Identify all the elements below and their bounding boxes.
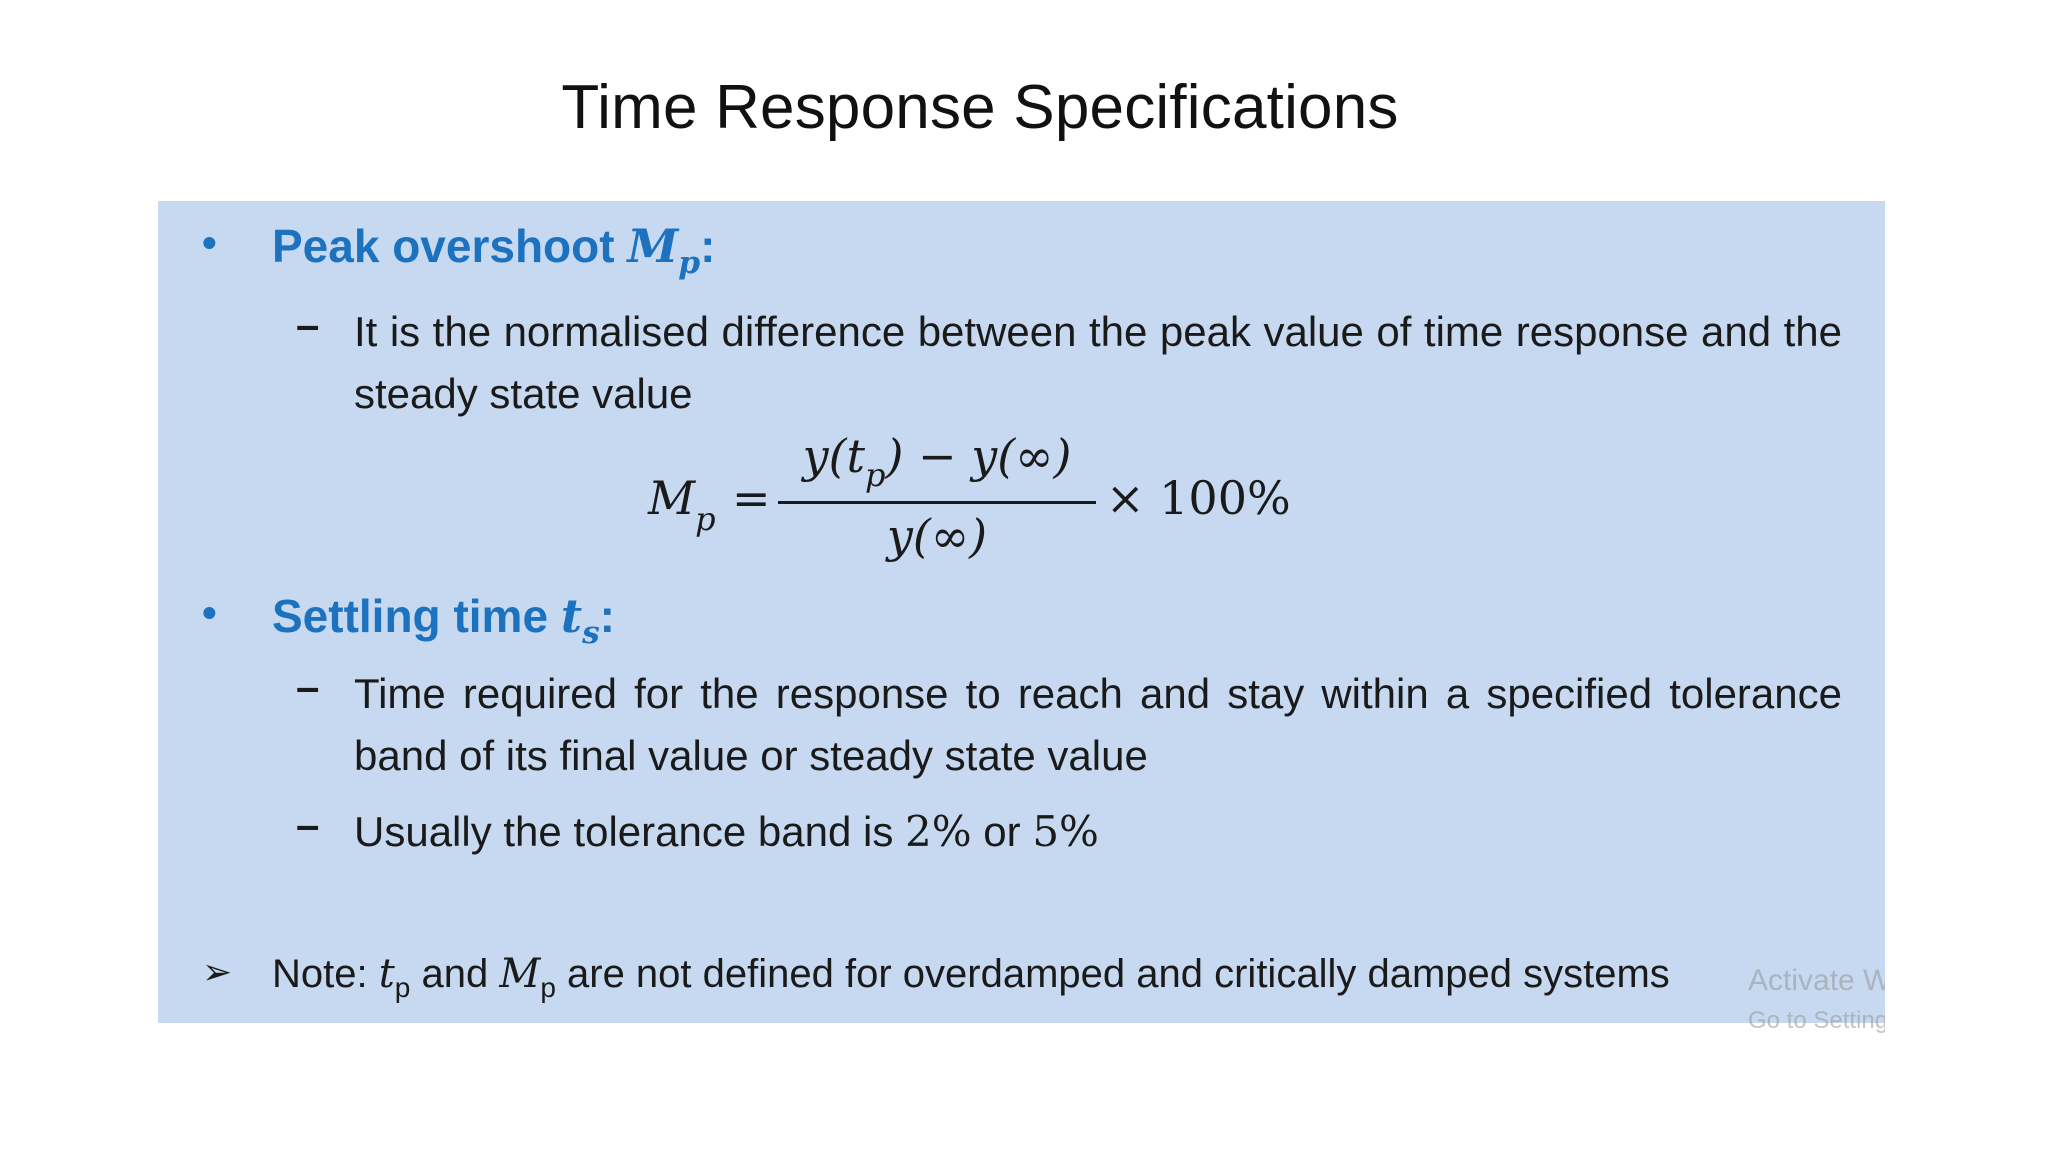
content-box: • Peak overshoot Mp: – It is the normali…	[158, 201, 1885, 1034]
heading-colon: :	[599, 590, 615, 642]
activation-watermark: Activate Windows Go to Settings to activ…	[1748, 961, 1885, 1041]
arrow-bullet-icon: ➢	[202, 951, 233, 992]
note-var-m: M	[499, 951, 541, 997]
tolerance-text-before: Usually the tolerance band is	[354, 808, 905, 855]
heading-colon: :	[700, 220, 716, 272]
settling-time-symbol: ts	[560, 589, 600, 651]
peak-overshoot-equation: Mp = y(tp) − y(∞) y(∞) × 100%	[648, 429, 1508, 571]
note-text-end: are not defined for overdamped and criti…	[555, 952, 1670, 996]
peak-overshoot-definition-text: It is the normalised difference between …	[354, 308, 1842, 417]
note-and: and	[410, 952, 500, 996]
equation-lhs-var: M	[648, 471, 696, 525]
settling-time-definition-text: Time required for the response to reach …	[354, 670, 1842, 779]
denominator-text: y(∞)	[886, 509, 988, 563]
dash-bullet: –	[296, 663, 320, 710]
peak-overshoot-label: Peak overshoot	[272, 220, 628, 272]
bullet-icon: •	[202, 219, 217, 266]
equation-times: × 100%	[1106, 471, 1291, 525]
bullet-icon: •	[202, 589, 217, 636]
tolerance-value-5pct: 5%	[1032, 807, 1099, 856]
slide-title: Time Response Specifications	[561, 73, 1399, 142]
equation-equals: =	[732, 471, 771, 525]
equation-lhs: Mp	[648, 471, 716, 538]
numerator-sub: p	[865, 456, 886, 494]
settling-time-heading-text: Settling time ts:	[272, 589, 615, 651]
tolerance-band-text: Usually the tolerance band is 2% or 5%	[354, 801, 1842, 863]
note-var-t: t	[378, 951, 395, 997]
note-text: Note: tp and Mp are not defined for over…	[272, 951, 1670, 1003]
note-var-t-sub: p	[394, 971, 411, 1003]
watermark-line2: Go to Settings to activate Windows.	[1748, 1007, 1885, 1034]
symbol-t: t	[560, 589, 583, 643]
numerator-part1: y(t	[802, 429, 865, 483]
note-label: Note:	[272, 952, 379, 996]
peak-overshoot-heading-text: Peak overshoot Mp:	[272, 219, 716, 281]
fraction-bar	[778, 501, 1096, 504]
tolerance-text-or: or	[971, 808, 1033, 855]
equation-numerator: y(tp) − y(∞)	[778, 429, 1096, 494]
note-var-m-sub: p	[540, 971, 556, 1003]
peak-overshoot-symbol: Mp	[627, 219, 700, 281]
numerator-part2: ) − y(∞)	[885, 429, 1072, 483]
tolerance-value-2pct: 2%	[904, 807, 972, 856]
equation-denominator: y(∞)	[778, 509, 1096, 563]
dash-bullet: –	[296, 301, 320, 348]
symbol-m: M	[627, 219, 679, 273]
symbol-subscript-p: p	[678, 244, 701, 281]
equation-lhs-sub: p	[695, 500, 716, 538]
settling-time-label: Settling time	[272, 590, 561, 642]
dash-bullet: –	[296, 801, 320, 848]
symbol-subscript-s: s	[582, 614, 600, 651]
watermark-line1: Activate Windows	[1748, 964, 1885, 997]
